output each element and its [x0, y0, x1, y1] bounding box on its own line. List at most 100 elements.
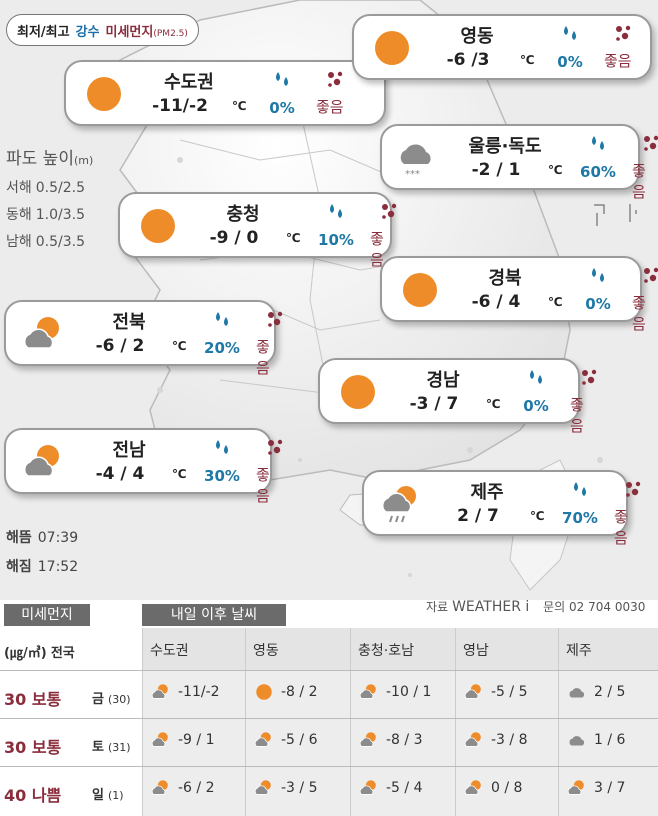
- forecast-column-label: 영남: [463, 643, 489, 659]
- sun-cloud-icon: [22, 440, 66, 484]
- sun-cloud-icon: [566, 778, 588, 798]
- dust-level: 좋음: [370, 230, 384, 269]
- celsius-unit: ℃: [548, 295, 563, 309]
- dust-particle-icon: [614, 24, 634, 44]
- dust-value: 30 보통: [4, 738, 62, 757]
- region-card: 경북 -6 / 4 ℃ 0% 좋음: [380, 256, 642, 333]
- region-card: 경남 -3 / 7 ℃ 0% 좋음: [318, 358, 580, 435]
- region-temp: -6 /3: [446, 50, 490, 70]
- dust-level: 좋음: [316, 98, 344, 116]
- region-name: 전북: [112, 312, 146, 333]
- forecast-cell: 1 / 6: [566, 730, 625, 750]
- sun-icon: [82, 72, 126, 116]
- sun-icon: [136, 204, 180, 248]
- contact-number: 02 704 0030: [569, 600, 646, 614]
- forecast-cell: -3 / 5: [253, 778, 317, 798]
- region-card: 제주 2 / 7 ℃ 70% 좋음: [362, 470, 628, 547]
- source-name: WEATHER i: [452, 599, 530, 615]
- dust-particle-icon: [266, 438, 286, 458]
- celsius-unit: ℃: [172, 339, 187, 353]
- map-legend: 최저/최고 강수 미세먼지(PM2.5): [6, 14, 199, 46]
- forecast-cell: -5 / 4: [358, 778, 422, 798]
- wave-row: 남해 0.5/3.5: [6, 234, 86, 250]
- rain-chance: 70%: [562, 509, 598, 527]
- sun-icon: [398, 268, 442, 312]
- wave-title: 파도 높이(m): [6, 149, 94, 169]
- legend-dust-note: (PM2.5): [153, 28, 188, 39]
- cloud-icon: [566, 730, 588, 750]
- column-divider: [350, 628, 351, 816]
- rain-drop-icon: [526, 368, 546, 388]
- dust-particle-icon: [326, 70, 346, 90]
- sunset: 해짐 17:52: [6, 559, 79, 575]
- region-temp: -3 / 7: [409, 394, 459, 414]
- forecast-temp: -9 / 1: [178, 732, 215, 748]
- forecast-temp: -10 / 1: [386, 684, 432, 700]
- forecast-temp: -5 / 5: [491, 684, 528, 700]
- row-divider: [0, 670, 658, 671]
- forecast-temp: 1 / 6: [594, 732, 626, 748]
- legend-minmax: 최저/최고: [17, 24, 70, 40]
- wave-height-box: 파도 높이(m) 서해 0.5/2.5 동해 1.0/3.5 남해 0.5/3.5: [6, 144, 93, 256]
- forecast-temp: -5 / 6: [281, 732, 318, 748]
- forecast-cell: 0 / 8: [463, 778, 522, 798]
- dust-level: 좋음: [614, 508, 628, 547]
- region-card: 충청 -9 / 0 ℃ 10% 좋음: [118, 192, 392, 269]
- region-name: 수도권: [164, 72, 214, 93]
- legend-rain: 강수: [75, 24, 100, 40]
- rain-chance: 0%: [523, 397, 549, 415]
- forecast-header: 내일 이후 날씨: [142, 604, 286, 626]
- region-card: 전북 -6 / 2 ℃ 20% 좋음: [4, 300, 276, 377]
- column-divider: [455, 628, 456, 816]
- region-name: 울릉·독도: [468, 136, 542, 157]
- region-temp: -11/-2: [152, 96, 208, 116]
- region-name: 전남: [112, 440, 146, 461]
- region-card: 전남 -4 / 4 ℃ 30% 좋음: [4, 428, 272, 505]
- sun-cloud-icon: [150, 778, 172, 798]
- day-label: 토 (31): [92, 740, 131, 755]
- rain-chance: 30%: [204, 467, 240, 485]
- celsius-unit: ℃: [486, 397, 501, 411]
- forecast-temp: -8 / 3: [386, 732, 423, 748]
- rain-drop-icon: [570, 480, 590, 500]
- sun-cloud-icon: [463, 682, 485, 702]
- rain-drop-icon: [588, 134, 608, 154]
- sun-icon: [336, 370, 380, 414]
- wave-row: 서해 0.5/2.5: [6, 180, 86, 196]
- dust-value: 30 보통: [4, 690, 62, 709]
- forecast-temp: 0 / 8: [491, 780, 523, 796]
- dust-particle-icon: [642, 266, 658, 286]
- region-temp: -2 / 1: [471, 160, 521, 180]
- celsius-unit: ℃: [548, 163, 563, 177]
- sunrise: 해뜸 07:39: [6, 530, 79, 546]
- celsius-unit: ℃: [530, 509, 545, 523]
- dust-particle-icon: [642, 134, 658, 154]
- region-name: 제주: [470, 482, 504, 503]
- forecast-temp: 3 / 7: [594, 780, 626, 796]
- forecast-cell: -9 / 1: [150, 730, 214, 750]
- legend-dust: 미세먼지(PM2.5): [105, 24, 188, 40]
- cloud-icon: [566, 682, 588, 702]
- dust-level: 좋음: [256, 338, 270, 377]
- sun-cloud-icon: [150, 730, 172, 750]
- sun-icon: [253, 682, 275, 702]
- forecast-column-header: [142, 628, 658, 670]
- sun-cloud-icon: [358, 730, 380, 750]
- sun-cloud-icon: [358, 682, 380, 702]
- dust-level: 좋음: [256, 466, 270, 505]
- forecast-cell: 2 / 5: [566, 682, 625, 702]
- forecast-cell: -5 / 5: [463, 682, 527, 702]
- rain-chance: 20%: [204, 339, 240, 357]
- forecast-column-label: 충청·호남: [358, 643, 414, 659]
- dust-level: 좋음: [632, 294, 646, 333]
- forecast-cell: -5 / 6: [253, 730, 317, 750]
- forecast-cell: -10 / 1: [358, 682, 431, 702]
- forecast-cell: -8 / 2: [253, 682, 317, 702]
- region-temp: -6 / 4: [471, 292, 521, 312]
- region-card: 수도권 -11/-2 ℃ 0% 좋음: [64, 60, 386, 126]
- forecast-column-label: 수도권: [150, 643, 189, 659]
- dust-level: 좋음: [632, 162, 646, 201]
- forecast-temp: 2 / 5: [594, 684, 626, 700]
- sun-cloud-icon: [253, 730, 275, 750]
- forecast-cell: -6 / 2: [150, 778, 214, 798]
